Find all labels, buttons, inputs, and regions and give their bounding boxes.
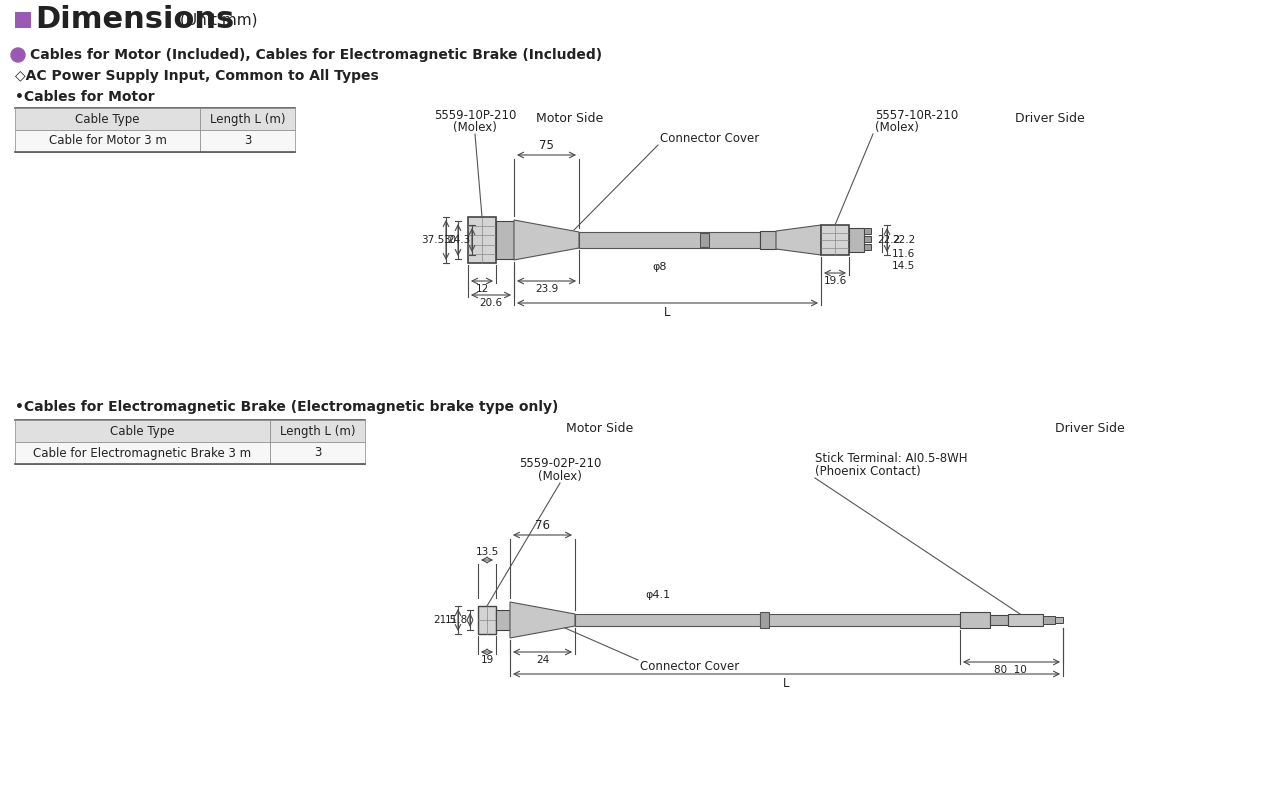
Text: 76: 76 bbox=[535, 519, 550, 532]
Bar bbox=[849, 228, 864, 252]
Bar bbox=[864, 228, 870, 234]
Text: 5557-10R-210: 5557-10R-210 bbox=[876, 109, 959, 122]
Text: 22.2: 22.2 bbox=[878, 235, 901, 245]
Text: Cable Type: Cable Type bbox=[110, 425, 175, 437]
Text: 12: 12 bbox=[475, 284, 489, 294]
Bar bbox=[960, 612, 989, 628]
Text: 3: 3 bbox=[314, 447, 321, 460]
Text: 30: 30 bbox=[443, 235, 456, 245]
Bar bbox=[497, 221, 515, 259]
Bar bbox=[989, 615, 1009, 625]
Text: 24: 24 bbox=[536, 655, 549, 665]
Text: Driver Side: Driver Side bbox=[1015, 112, 1085, 125]
Circle shape bbox=[12, 48, 26, 62]
Text: Motor Side: Motor Side bbox=[536, 112, 604, 125]
Text: 13.5: 13.5 bbox=[475, 547, 499, 557]
Text: 3: 3 bbox=[243, 134, 251, 148]
Bar bbox=[579, 232, 760, 248]
Text: L: L bbox=[664, 306, 671, 319]
Bar bbox=[700, 233, 709, 247]
Text: Connector Cover: Connector Cover bbox=[640, 660, 740, 673]
Bar bbox=[270, 442, 365, 464]
Bar bbox=[15, 420, 270, 442]
Text: Length L (m): Length L (m) bbox=[210, 113, 285, 126]
Text: Length L (m): Length L (m) bbox=[280, 425, 356, 437]
Text: 80  10: 80 10 bbox=[993, 665, 1027, 675]
Text: L: L bbox=[783, 677, 790, 690]
Text: 11.6: 11.6 bbox=[892, 249, 915, 259]
Bar bbox=[760, 231, 776, 249]
Bar bbox=[1055, 617, 1062, 623]
Polygon shape bbox=[776, 225, 820, 255]
Text: 75: 75 bbox=[539, 139, 554, 152]
Bar bbox=[468, 217, 497, 263]
Text: 20.6: 20.6 bbox=[480, 298, 503, 308]
Polygon shape bbox=[509, 602, 575, 638]
Polygon shape bbox=[515, 220, 579, 260]
Text: Driver Side: Driver Side bbox=[1055, 422, 1125, 435]
Text: Connector Cover: Connector Cover bbox=[660, 132, 759, 145]
Text: 19.6: 19.6 bbox=[823, 276, 846, 286]
Bar bbox=[15, 108, 200, 130]
Bar bbox=[864, 236, 870, 242]
Text: 24.3: 24.3 bbox=[447, 235, 470, 245]
Bar bbox=[1009, 614, 1043, 626]
Bar bbox=[820, 225, 849, 255]
Text: ◇AC Power Supply Input, Common to All Types: ◇AC Power Supply Input, Common to All Ty… bbox=[15, 69, 379, 83]
Text: 19: 19 bbox=[480, 655, 494, 665]
Bar bbox=[200, 108, 294, 130]
Text: 5559-02P-210: 5559-02P-210 bbox=[518, 457, 602, 470]
Bar bbox=[760, 612, 769, 628]
Text: φ4.1: φ4.1 bbox=[645, 590, 669, 600]
Text: 37.5: 37.5 bbox=[421, 235, 444, 245]
Bar bbox=[477, 606, 497, 634]
Bar bbox=[575, 614, 960, 626]
Text: Cable for Motor 3 m: Cable for Motor 3 m bbox=[49, 134, 166, 148]
Text: (Unit mm): (Unit mm) bbox=[180, 13, 257, 28]
Text: 5559-10P-210: 5559-10P-210 bbox=[434, 109, 516, 122]
Text: φ8: φ8 bbox=[653, 262, 667, 272]
Text: 11.8: 11.8 bbox=[444, 615, 468, 625]
Text: •Cables for Motor: •Cables for Motor bbox=[15, 90, 155, 104]
Text: 14.5: 14.5 bbox=[892, 261, 915, 271]
Bar bbox=[1043, 616, 1055, 624]
Text: •Cables for Electromagnetic Brake (Electromagnetic brake type only): •Cables for Electromagnetic Brake (Elect… bbox=[15, 400, 558, 414]
Text: 22.2: 22.2 bbox=[892, 235, 915, 245]
Text: (Molex): (Molex) bbox=[538, 470, 582, 483]
Bar bbox=[15, 442, 270, 464]
Text: Stick Terminal: AI0.5-8WH: Stick Terminal: AI0.5-8WH bbox=[815, 452, 968, 465]
Text: Dimensions: Dimensions bbox=[35, 6, 234, 34]
Text: 23.9: 23.9 bbox=[535, 284, 558, 294]
Bar bbox=[864, 244, 870, 250]
Text: Motor Side: Motor Side bbox=[566, 422, 634, 435]
Text: Cables for Motor (Included), Cables for Electromagnetic Brake (Included): Cables for Motor (Included), Cables for … bbox=[29, 48, 602, 62]
Text: (Molex): (Molex) bbox=[876, 121, 919, 134]
Text: 21.5: 21.5 bbox=[433, 615, 456, 625]
Bar bbox=[200, 130, 294, 152]
Text: Cable for Electromagnetic Brake 3 m: Cable for Electromagnetic Brake 3 m bbox=[33, 447, 252, 460]
Bar bbox=[15, 12, 31, 28]
Bar bbox=[497, 610, 509, 630]
Text: (Molex): (Molex) bbox=[453, 121, 497, 134]
Bar bbox=[270, 420, 365, 442]
Text: (Phoenix Contact): (Phoenix Contact) bbox=[815, 465, 920, 478]
Bar bbox=[15, 130, 200, 152]
Text: Cable Type: Cable Type bbox=[76, 113, 140, 126]
